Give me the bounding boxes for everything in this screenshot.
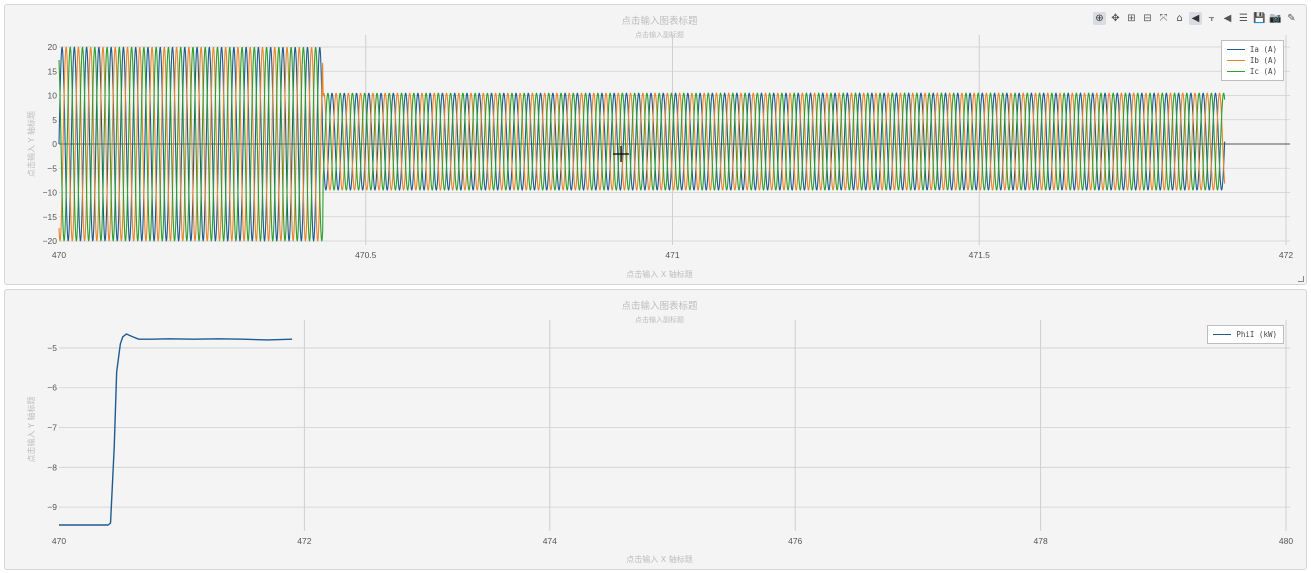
y-tick-label: −8 bbox=[47, 462, 57, 472]
chart-panel-power: 470 472 474 476 478 480 −5 −6 −7 −8 −9 点击输入图表标题 点击输入… bbox=[4, 289, 1307, 570]
legend-currents[interactable]: Ia (A) Ib (A) Ic (A) bbox=[1220, 40, 1284, 81]
series-line-3[interactable] bbox=[58, 46, 1226, 242]
spike-lines-icon[interactable]: ⫟ bbox=[1208, 13, 1215, 24]
legend-item[interactable]: PhiI (kW) bbox=[1213, 329, 1277, 340]
plot-area[interactable] bbox=[59, 324, 1286, 535]
y-axis-title[interactable]: 点击输入 Y 轴标题 bbox=[26, 397, 36, 463]
chart-subtitle[interactable]: 点击输入副标题 bbox=[635, 315, 684, 324]
y-tick-label: −15 bbox=[43, 212, 58, 222]
legend-item[interactable]: Ic (A) bbox=[1226, 66, 1277, 77]
zoom-in-icon[interactable]: ⊞ bbox=[1127, 13, 1136, 24]
x-tick-label: 471 bbox=[665, 250, 679, 260]
zoom-icon[interactable]: ⊕ bbox=[1093, 12, 1106, 25]
pan-icon[interactable]: ✥ bbox=[1111, 13, 1120, 24]
x-tick-label: 472 bbox=[297, 536, 311, 546]
pencil-icon[interactable]: ✎ bbox=[1287, 13, 1296, 24]
y-tick-label: 15 bbox=[48, 66, 58, 76]
y-tick-label: 0 bbox=[52, 139, 57, 149]
legend-item[interactable]: Ib (A) bbox=[1226, 55, 1277, 66]
y-tick-label: −20 bbox=[43, 236, 58, 246]
camera-icon[interactable]: 📷 bbox=[1269, 13, 1282, 24]
y-tick-label: −7 bbox=[47, 423, 57, 433]
y-tick-label: −10 bbox=[43, 188, 58, 198]
hover-single-icon[interactable]: ◀ bbox=[1223, 13, 1232, 24]
legend-label: Ib (A) bbox=[1249, 56, 1277, 65]
legend-label: PhiI (kW) bbox=[1236, 330, 1277, 339]
legend-swatch bbox=[1226, 71, 1245, 72]
y-tick-label: −9 bbox=[47, 502, 57, 512]
series-line-1[interactable] bbox=[59, 333, 293, 526]
hover-compare-icon[interactable]: ☰ bbox=[1239, 13, 1248, 24]
x-tick-label: 480 bbox=[1279, 536, 1293, 546]
legend-swatch bbox=[1213, 334, 1232, 335]
x-axis-title[interactable]: 点击输入 X 轴标题 bbox=[626, 269, 693, 279]
chart-title[interactable]: 点击输入图表标题 bbox=[621, 300, 698, 312]
save-icon[interactable]: 💾 bbox=[1253, 13, 1266, 24]
chart-title[interactable]: 点击输入图表标题 bbox=[621, 15, 698, 27]
chart-svg-power[interactable]: 470 472 474 476 478 480−5−6−7−8−9点击输入图表标题点击输入… bbox=[5, 290, 1306, 569]
y-tick-label: 10 bbox=[48, 91, 58, 101]
legend-power[interactable]: PhiI (kW) bbox=[1207, 325, 1284, 344]
legend-label: Ic (A) bbox=[1249, 67, 1277, 76]
x-tick-label: 474 bbox=[543, 536, 557, 546]
series-line-1[interactable] bbox=[58, 46, 1226, 242]
x-tick-label: 472 bbox=[1279, 250, 1293, 260]
x-tick-label: 470 bbox=[52, 536, 66, 546]
y-tick-label: 20 bbox=[48, 42, 58, 52]
y-tick-label: −6 bbox=[47, 383, 57, 393]
chart-subtitle[interactable]: 点击输入副标题 bbox=[635, 30, 684, 39]
x-tick-label: 470.5 bbox=[355, 250, 377, 260]
legend-swatch bbox=[1226, 60, 1245, 61]
chart-svg-currents[interactable]: 470 470.5 471 471.5 472 20 15 10 5 0 −5 −10 −15 −20 点击… bbox=[5, 5, 1306, 284]
home-icon[interactable]: ⌂ bbox=[1176, 13, 1183, 24]
legend-swatch bbox=[1226, 49, 1245, 50]
x-axis-title[interactable]: 点击输入 X 轴标题 bbox=[626, 554, 693, 564]
legend-item[interactable]: Ia (A) bbox=[1226, 44, 1277, 55]
modebar: ⊕ ✥ ⊞ ⊟ ⤧ ⌂ ◀ ⫟ ◀ ☰ 💾 📷 ✎ bbox=[1093, 12, 1298, 25]
x-tick-label: 471.5 bbox=[969, 250, 991, 260]
autoscale-icon[interactable]: ⤧ bbox=[1159, 13, 1168, 24]
x-tick-label: 478 bbox=[1034, 536, 1048, 546]
x-tick-label: 470 bbox=[52, 250, 66, 260]
y-axis-title[interactable]: 点击输入 Y 轴标题 bbox=[26, 111, 36, 177]
hover-closest-icon[interactable]: ◀ bbox=[1189, 12, 1202, 25]
legend-label: Ia (A) bbox=[1249, 45, 1277, 54]
zoom-out-icon[interactable]: ⊟ bbox=[1143, 13, 1152, 24]
chart-panel-currents: 470 470.5 471 471.5 472 20 15 10 5 0 −5 −10 −15 −20 点击… bbox=[4, 4, 1307, 285]
resize-handle[interactable] bbox=[1298, 276, 1304, 282]
x-tick-label: 476 bbox=[788, 536, 802, 546]
y-tick-label: 5 bbox=[52, 115, 57, 125]
y-tick-label: −5 bbox=[47, 343, 57, 353]
series-line-2[interactable] bbox=[58, 46, 1226, 242]
y-tick-label: −5 bbox=[47, 163, 57, 173]
